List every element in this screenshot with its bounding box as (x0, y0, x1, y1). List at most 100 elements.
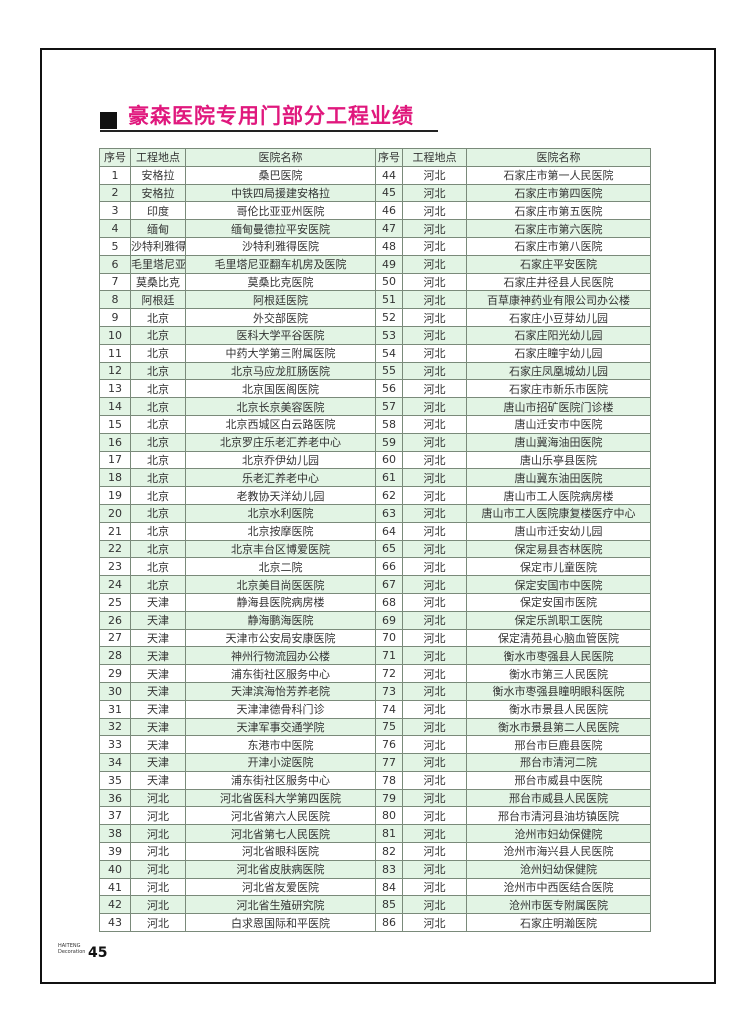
cell-index: 86 (375, 913, 403, 933)
cell-index: 82 (375, 842, 403, 861)
cell-location: 缅甸 (130, 219, 186, 238)
cell-index: 46 (375, 201, 403, 221)
page-border (40, 48, 716, 984)
cell-location: 河北 (402, 414, 467, 434)
cell-location: 河北 (402, 308, 467, 327)
table-row: 36 河北 河北省医科大学第四医院 79 河北 邢台市威县人民医院 (99, 788, 651, 808)
cell-index: 20 (99, 503, 131, 523)
table-row: 31 天津 天津津德骨科门诊 74 河北 衡水市景县人民医院 (99, 699, 651, 719)
cell-index: 58 (375, 414, 403, 434)
cell-location: 河北 (402, 735, 467, 755)
cell-location: 河北 (402, 806, 467, 826)
cell-hospital: 缅甸曼德拉平安医院 (185, 219, 376, 238)
cell-hospital: 中药大学第三附属医院 (185, 343, 376, 363)
cell-location: 河北 (402, 842, 467, 861)
cell-hospital: 北京乔伊幼儿园 (185, 450, 376, 470)
cell-index: 33 (99, 735, 131, 755)
table-row: 10 北京 医科大学平谷医院 53 河北 石家庄阳光幼儿园 (99, 325, 651, 345)
table-row: 34 天津 开津小淀医院 77 河北 邢台市清河二院 (99, 753, 651, 772)
cell-location: 天津 (130, 681, 186, 701)
cell-location: 河北 (402, 272, 467, 292)
cell-hospital: 石家庄市第六医院 (466, 219, 651, 238)
cell-index: 15 (99, 414, 131, 434)
cell-hospital: 沧州妇幼保健院 (466, 859, 651, 879)
cell-index: 2 (99, 183, 131, 203)
cell-index: 81 (375, 824, 403, 844)
cell-index: 39 (99, 842, 131, 861)
table-row: 35 天津 浦东街社区服务中心 78 河北 邢台市威县中医院 (99, 770, 651, 790)
cell-index: 11 (99, 343, 131, 363)
cell-index: 80 (375, 806, 403, 826)
cell-location: 北京 (130, 325, 186, 345)
table-row: 22 北京 北京丰台区博爱医院 65 河北 保定易县杏林医院 (99, 539, 651, 559)
cell-location: 河北 (402, 610, 467, 630)
cell-hospital: 莫桑比克医院 (185, 272, 376, 292)
cell-hospital: 哥伦比亚亚州医院 (185, 201, 376, 221)
cell-location: 北京 (130, 308, 186, 327)
page-number: 45 (88, 945, 108, 961)
table-row: 15 北京 北京西城区白云路医院 58 河北 唐山迁安市中医院 (99, 414, 651, 434)
cell-hospital: 保定清苑县心脑血管医院 (466, 628, 651, 648)
cell-index: 18 (99, 468, 131, 488)
cell-index: 71 (375, 646, 403, 666)
cell-location: 北京 (130, 450, 186, 470)
cell-index: 57 (375, 397, 403, 416)
cell-location: 河北 (402, 503, 467, 523)
cell-location: 河北 (402, 699, 467, 719)
cell-location: 河北 (402, 486, 467, 505)
cell-hospital: 石家庄平安医院 (466, 254, 651, 274)
cell-hospital: 衡水市枣强县人民医院 (466, 646, 651, 666)
cell-index: 83 (375, 859, 403, 879)
cell-hospital: 保定安国市中医院 (466, 575, 651, 594)
table-row: 30 天津 天津滨海怡芳养老院 73 河北 衡水市枣强县瞳明眼科医院 (99, 681, 651, 701)
cell-location: 河北 (402, 397, 467, 416)
cell-hospital: 邢台市清河县油坊镇医院 (466, 806, 651, 826)
cell-location: 天津 (130, 646, 186, 666)
cell-hospital: 北京美目尚医医院 (185, 575, 376, 594)
cell-location: 河北 (130, 859, 186, 879)
cell-location: 北京 (130, 414, 186, 434)
cell-index: 65 (375, 539, 403, 559)
cell-hospital: 浦东街社区服务中心 (185, 770, 376, 790)
header-location: 工程地点 (402, 148, 467, 167)
table-row: 18 北京 乐老汇养老中心 61 河北 唐山冀东油田医院 (99, 468, 651, 488)
cell-index: 75 (375, 717, 403, 737)
cell-index: 37 (99, 806, 131, 826)
cell-hospital: 静海鹏海医院 (185, 610, 376, 630)
cell-location: 河北 (402, 201, 467, 221)
table-row: 42 河北 河北省生殖研究院 85 河北 沧州市医专附属医院 (99, 895, 651, 915)
cell-index: 53 (375, 325, 403, 345)
cell-location: 河北 (130, 913, 186, 933)
cell-location: 河北 (402, 539, 467, 559)
cell-hospital: 衡水市第三人民医院 (466, 664, 651, 683)
cell-hospital: 石家庄市第四医院 (466, 183, 651, 203)
cell-hospital: 沧州市妇幼保健院 (466, 824, 651, 844)
cell-location: 河北 (402, 646, 467, 666)
cell-index: 28 (99, 646, 131, 666)
table-row: 13 北京 北京国医阁医院 56 河北 石家庄市新乐市医院 (99, 379, 651, 399)
cell-index: 24 (99, 575, 131, 594)
cell-index: 25 (99, 592, 131, 612)
cell-location: 河北 (402, 770, 467, 790)
cell-hospital: 保定乐凯职工医院 (466, 610, 651, 630)
cell-index: 51 (375, 290, 403, 310)
cell-index: 43 (99, 913, 131, 933)
cell-location: 北京 (130, 432, 186, 452)
cell-hospital: 石家庄阳光幼儿园 (466, 325, 651, 345)
cell-location: 印度 (130, 201, 186, 221)
cell-hospital: 北京罗庄乐老汇养老中心 (185, 432, 376, 452)
cell-location: 河北 (130, 895, 186, 915)
cell-hospital: 邢台市清河二院 (466, 753, 651, 772)
cell-index: 23 (99, 557, 131, 577)
cell-index: 7 (99, 272, 131, 292)
cell-location: 河北 (402, 432, 467, 452)
table-row: 29 天津 浦东街社区服务中心 72 河北 衡水市第三人民医院 (99, 664, 651, 683)
cell-location: 河北 (402, 450, 467, 470)
table-row: 41 河北 河北省友爱医院 84 河北 沧州市中西医结合医院 (99, 877, 651, 897)
cell-hospital: 石家庄市第五医院 (466, 201, 651, 221)
cell-index: 85 (375, 895, 403, 915)
table-row: 20 北京 北京水利医院 63 河北 唐山市工人医院康复楼医疗中心 (99, 503, 651, 523)
cell-index: 3 (99, 201, 131, 221)
cell-hospital: 保定市儿童医院 (466, 557, 651, 577)
cell-location: 河北 (402, 592, 467, 612)
